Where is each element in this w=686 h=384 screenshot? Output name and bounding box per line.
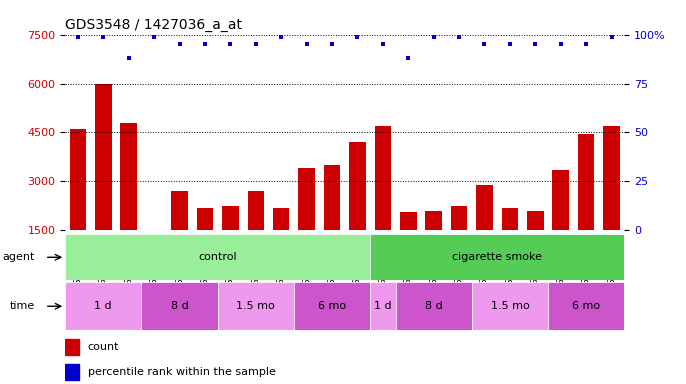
Text: GDS3548 / 1427036_a_at: GDS3548 / 1427036_a_at: [65, 18, 242, 32]
Bar: [95, 84, 112, 230]
Bar: [298, 169, 315, 230]
Text: control: control: [198, 252, 237, 262]
Bar: [197, 207, 213, 230]
Text: agent: agent: [2, 252, 35, 262]
Bar: [425, 211, 442, 230]
Bar: [451, 206, 467, 230]
Bar: [65, 364, 79, 380]
Bar: [370, 234, 624, 280]
Text: 1.5 mo: 1.5 mo: [490, 301, 530, 311]
Text: cigarette smoke: cigarette smoke: [452, 252, 542, 262]
Text: 6 mo: 6 mo: [318, 301, 346, 311]
Bar: [248, 191, 264, 230]
Text: percentile rank within the sample: percentile rank within the sample: [88, 367, 275, 377]
Text: 1 d: 1 d: [95, 301, 112, 311]
Bar: [552, 170, 569, 230]
Text: 8 d: 8 d: [171, 301, 189, 311]
Bar: [324, 165, 340, 230]
Bar: [396, 282, 472, 330]
Bar: [375, 126, 391, 230]
Bar: [273, 207, 289, 230]
Bar: [472, 282, 548, 330]
Text: count: count: [88, 342, 119, 352]
Bar: [476, 185, 493, 230]
Bar: [217, 282, 294, 330]
Bar: [501, 207, 518, 230]
Bar: [141, 282, 217, 330]
Bar: [69, 129, 86, 230]
Bar: [121, 123, 137, 230]
Bar: [400, 212, 416, 230]
Bar: [548, 282, 624, 330]
Text: 1.5 mo: 1.5 mo: [237, 301, 275, 311]
Bar: [65, 234, 370, 280]
Bar: [603, 126, 620, 230]
Bar: [65, 282, 141, 330]
Bar: [294, 282, 370, 330]
Bar: [65, 339, 79, 355]
Bar: [349, 142, 366, 230]
Bar: [172, 191, 188, 230]
Bar: [370, 282, 396, 330]
Text: 1 d: 1 d: [374, 301, 392, 311]
Bar: [578, 134, 594, 230]
Bar: [222, 206, 239, 230]
Text: time: time: [10, 301, 35, 311]
Text: 8 d: 8 d: [425, 301, 442, 311]
Text: 6 mo: 6 mo: [572, 301, 600, 311]
Bar: [527, 211, 543, 230]
